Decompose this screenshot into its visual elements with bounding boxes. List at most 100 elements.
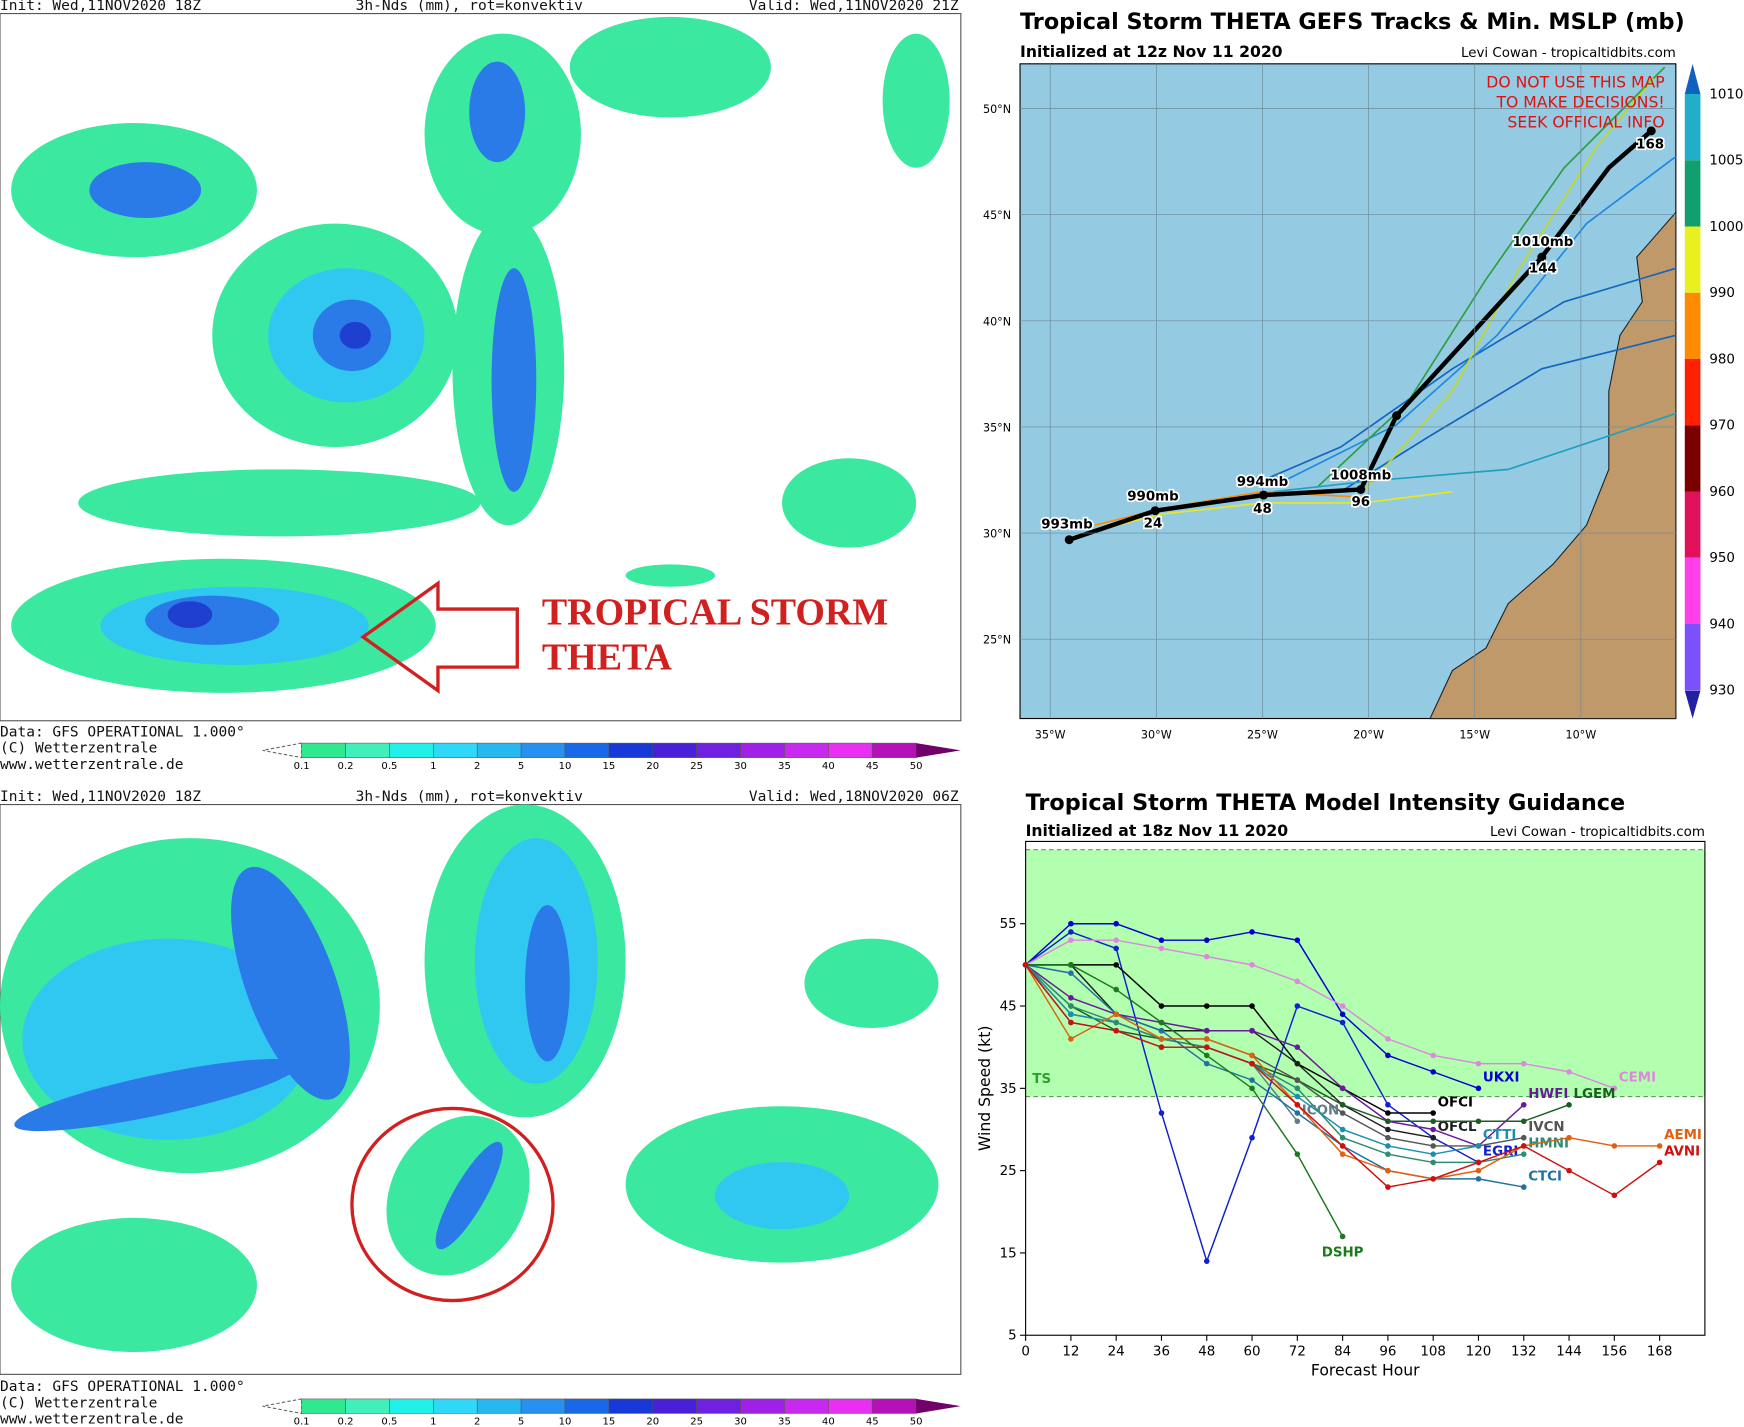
storm-label: 994mb (1237, 475, 1289, 490)
series-point (1249, 1077, 1255, 1083)
x-tick-label: 108 (1420, 1344, 1446, 1359)
colorbar-swatch (476, 1398, 522, 1414)
colorbar-label: 10 (559, 1417, 572, 1427)
colorbar-label: 0.1 (294, 1417, 310, 1427)
series-point (1113, 937, 1119, 943)
series-point (1475, 1159, 1482, 1166)
series-point (1385, 1184, 1391, 1190)
series-point (1068, 962, 1074, 968)
x-tick-label: 84 (1334, 1344, 1351, 1359)
series-point (1203, 953, 1210, 960)
colorbar-swatch (740, 1398, 785, 1414)
y-tick-label: 35 (1000, 1082, 1017, 1097)
x-tick-label: 144 (1556, 1344, 1582, 1359)
series-point (1158, 1110, 1165, 1116)
series-point (1068, 1019, 1074, 1026)
lon-label: 20°W (1353, 729, 1384, 742)
disclaimer: DO NOT USE THIS MAP (1486, 72, 1664, 91)
colorbar-start (262, 742, 303, 759)
lat-label: 25°N (983, 634, 1011, 647)
series-point (1430, 1118, 1436, 1125)
series-point (1113, 1027, 1119, 1034)
colorbar-start (262, 1398, 303, 1415)
series-point (1249, 1085, 1255, 1092)
colorbar-swatch (652, 1398, 697, 1414)
y-tick-label: 25 (1000, 1164, 1017, 1179)
series-point (1520, 1060, 1527, 1067)
series-point (1611, 1085, 1618, 1092)
series-point (1249, 1060, 1255, 1067)
colorbar-swatch (652, 742, 697, 758)
series-point (1385, 1118, 1391, 1125)
series-point (1294, 1077, 1301, 1083)
pressure-swatch (1684, 557, 1701, 625)
series-point (1158, 1003, 1165, 1009)
precip-field (11, 16, 950, 693)
series-label: CEMI (1619, 1071, 1656, 1086)
track-point (1392, 411, 1402, 421)
x-tick-label: 48 (1198, 1344, 1215, 1359)
lon-label: 15°W (1459, 729, 1490, 742)
chart-title: Tropical Storm THETA Model Intensity Gui… (1026, 790, 1626, 816)
colorbar-label: 15 (602, 1417, 615, 1427)
series-point (1068, 920, 1074, 927)
colorbar-swatch (433, 1398, 478, 1414)
colorbar-label: 2 (474, 761, 480, 772)
colorbar-swatch (828, 742, 873, 758)
series-line (1025, 939, 1615, 1090)
storm-label: 1010mb (1512, 235, 1573, 250)
series-point (1475, 1176, 1482, 1182)
series-point (1203, 1044, 1210, 1050)
series-point (1022, 962, 1029, 968)
series-point (1656, 1159, 1663, 1166)
series-point (1294, 1151, 1301, 1157)
colorbar-swatch (564, 742, 610, 758)
series-point (1249, 1134, 1255, 1141)
colorbar-label: 0.5 (381, 761, 397, 772)
colorbar-label: 0.2 (338, 761, 354, 772)
series-point (1566, 1069, 1572, 1075)
map-top (0, 12, 962, 722)
pressure-arrow-bottom (1684, 690, 1701, 719)
series-point (1430, 1134, 1436, 1141)
storm-label: 24 (1144, 516, 1163, 531)
series-point (1339, 1126, 1346, 1133)
series-line (1025, 964, 1524, 1188)
colorbar-swatch (301, 1398, 346, 1414)
colorbar-swatch (784, 1398, 829, 1414)
series-point (1520, 1101, 1527, 1108)
series-point (1294, 1118, 1301, 1125)
series-point (1249, 1027, 1255, 1034)
map-footer: www.wetterzentrale.de (0, 1412, 184, 1427)
pressure-label: 940 (1709, 617, 1735, 632)
series-point (1158, 1044, 1165, 1050)
colorbar-swatch (476, 742, 522, 758)
colorbar-end (916, 743, 961, 758)
series-line (1025, 964, 1525, 1147)
map-footer: (C) Wetterzentrale (0, 741, 157, 757)
map-footer: Data: GFS OPERATIONAL 1.000° (0, 724, 245, 740)
colorbar-label: 40 (822, 1417, 835, 1427)
series-point (1339, 1134, 1346, 1141)
series-point (1430, 1143, 1436, 1149)
pressure-swatch (1684, 292, 1701, 360)
colorbar-label: 25 (690, 761, 703, 772)
band-label: TS (1032, 1072, 1051, 1087)
series-point (1068, 970, 1074, 976)
series-point (1520, 1151, 1527, 1157)
track-point (1150, 506, 1160, 516)
map-field: 3h-Nds (mm), rot=konvektiv (356, 789, 583, 805)
storm-label: 144 (1529, 262, 1557, 277)
series-point (1068, 1036, 1074, 1042)
colorbar-label: 30 (734, 761, 747, 772)
series-point (1113, 962, 1119, 968)
pressure-label: 930 (1709, 684, 1735, 699)
series-point (1203, 1060, 1210, 1067)
colorbar-label: 30 (734, 1417, 747, 1427)
series-point (1611, 1192, 1618, 1199)
series-point (1611, 1143, 1618, 1149)
series-label: UKXI (1483, 1071, 1520, 1086)
series-point (1339, 1143, 1346, 1149)
lat-label: 30°N (983, 528, 1011, 541)
series-point (1339, 1151, 1346, 1157)
